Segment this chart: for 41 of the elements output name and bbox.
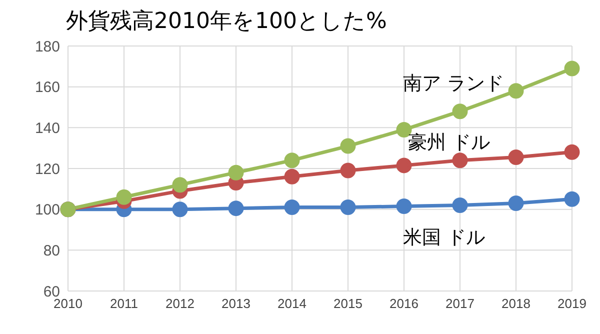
x-tick-label: 2018 [502, 296, 530, 312]
y-tick-label: 180 [34, 38, 60, 56]
point [116, 189, 132, 205]
y-tick-label: 80 [43, 242, 60, 260]
series-label: 米国 ドル [403, 226, 486, 248]
chart-title: 外貨残高2010年を100とした% [65, 8, 388, 36]
point [508, 150, 524, 166]
y-tick-label: 160 [34, 79, 60, 96]
point [564, 191, 580, 207]
point [340, 138, 356, 154]
x-tick-label: 2015 [334, 296, 362, 312]
y-tick-label: 140 [34, 120, 60, 137]
point [396, 158, 412, 174]
point [508, 195, 524, 211]
point [340, 162, 356, 178]
point [340, 200, 356, 216]
point [172, 177, 188, 193]
point [452, 198, 468, 213]
point [508, 83, 524, 99]
point [228, 200, 244, 216]
point [396, 198, 412, 214]
x-tick-label: 2014 [278, 296, 306, 312]
point [172, 202, 188, 218]
point [284, 152, 300, 168]
series-label: 南ア ランド [403, 72, 504, 94]
x-tick-label: 2019 [558, 296, 586, 312]
point [228, 164, 244, 180]
point [284, 200, 300, 216]
point [564, 60, 580, 76]
point [564, 144, 580, 160]
x-tick-label: 2013 [222, 296, 250, 312]
x-tick-label: 2011 [110, 296, 138, 312]
x-tick-label: 2017 [446, 296, 474, 312]
y-tick-label: 100 [34, 202, 60, 219]
point [284, 168, 300, 184]
point [452, 152, 468, 168]
y-tick-label: 120 [34, 160, 60, 178]
x-tick-label: 2016 [390, 296, 418, 312]
point [452, 104, 468, 120]
x-tick-label: 2012 [166, 296, 194, 312]
series-label: 豪州 ドル [408, 131, 490, 154]
